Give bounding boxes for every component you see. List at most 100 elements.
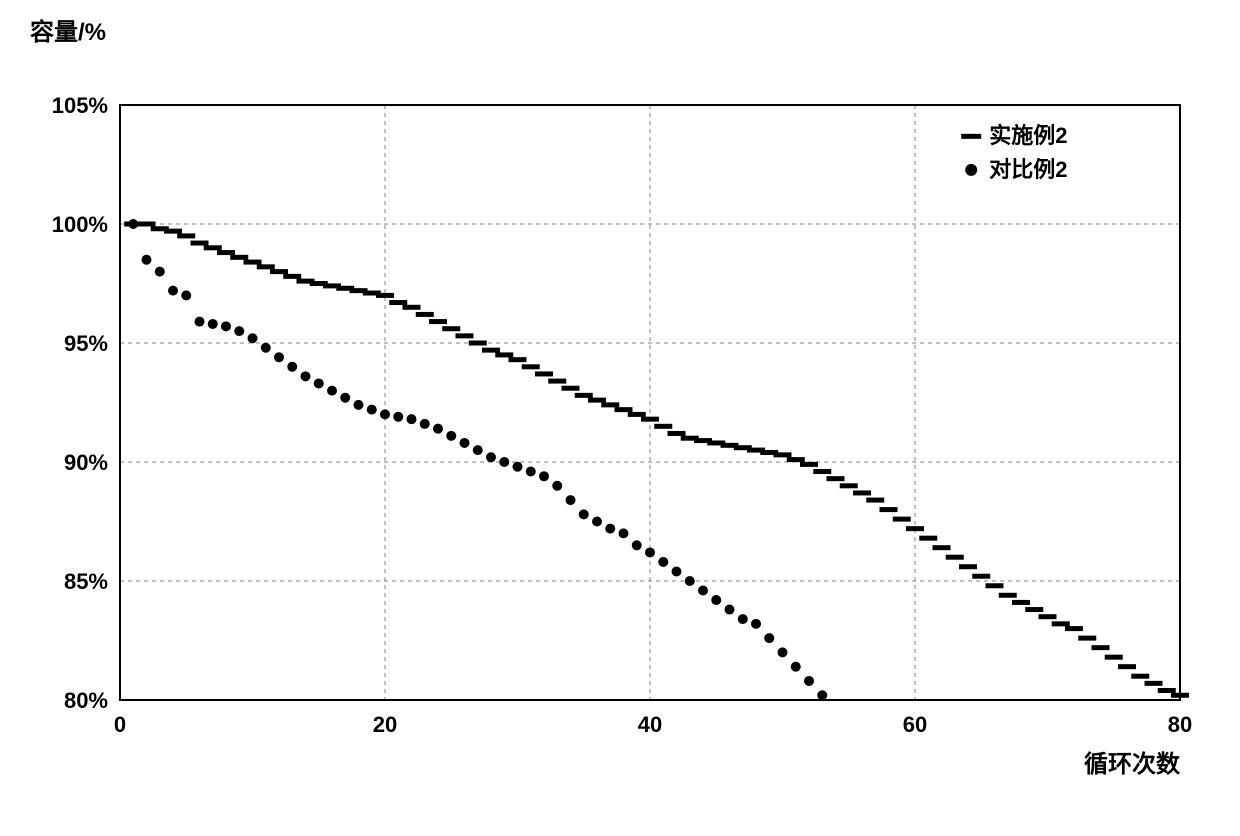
series-circle-marker <box>354 400 364 410</box>
series-dash-marker <box>535 371 553 376</box>
series-circle-marker <box>340 393 350 403</box>
y-tick-label: 100% <box>52 212 108 237</box>
series-dash-marker <box>1158 688 1176 693</box>
series-dash-marker <box>906 526 924 531</box>
series-circle-marker <box>460 438 470 448</box>
series-dash-marker <box>628 412 646 417</box>
series-dash-marker <box>827 476 845 481</box>
series-dash-marker <box>244 260 262 265</box>
series-circle-marker <box>420 419 430 429</box>
legend-dash-icon <box>961 134 981 139</box>
series-dash-marker <box>548 379 566 384</box>
chart-container: 02040608080%85%90%95%100%105%容量/%循环次数实施例… <box>0 0 1240 836</box>
y-axis-title: 容量/% <box>30 18 106 46</box>
series-circle-marker <box>142 255 152 265</box>
series-circle-marker <box>314 378 324 388</box>
series-dash-marker <box>416 312 434 317</box>
series-dash-marker <box>1131 674 1149 679</box>
series-circle-marker <box>195 317 205 327</box>
series-dash-marker <box>376 293 394 298</box>
x-tick-label: 40 <box>638 712 662 737</box>
series-dash-marker <box>1145 681 1163 686</box>
series-dash-marker <box>1092 645 1110 650</box>
series-circle-marker <box>155 267 165 277</box>
series-circle-marker <box>751 619 761 629</box>
series-dash-marker <box>1052 621 1070 626</box>
series-dash-marker <box>615 407 633 412</box>
series-circle-marker <box>672 566 682 576</box>
series-circle-marker <box>698 586 708 596</box>
legend-label: 实施例2 <box>989 123 1067 148</box>
series-circle-marker <box>632 540 642 550</box>
y-tick-label: 80% <box>64 688 108 713</box>
series-dash-marker <box>641 417 659 422</box>
series-dash-marker <box>1078 636 1096 641</box>
series-dash-marker <box>456 333 474 338</box>
series-dash-marker <box>403 305 421 310</box>
series-circle-marker <box>446 431 456 441</box>
series-circle-marker <box>221 321 231 331</box>
series-dash-marker <box>177 233 195 238</box>
series-dash-marker <box>442 326 460 331</box>
series-dash-marker <box>270 269 288 274</box>
series-dash-marker <box>575 393 593 398</box>
series-circle-marker <box>274 352 284 362</box>
x-tick-label: 60 <box>903 712 927 737</box>
y-tick-label: 95% <box>64 331 108 356</box>
series-circle-marker <box>473 445 483 455</box>
series-dash-marker <box>138 222 156 227</box>
series-dash-marker <box>495 352 513 357</box>
series-dash-marker <box>1039 614 1057 619</box>
series-dash-marker <box>668 431 686 436</box>
series-circle-marker <box>804 676 814 686</box>
series-circle-marker <box>513 462 523 472</box>
y-tick-label: 85% <box>64 569 108 594</box>
series-dash-marker <box>164 229 182 234</box>
y-tick-label: 90% <box>64 450 108 475</box>
series-dash-marker <box>389 300 407 305</box>
series-circle-marker <box>539 471 549 481</box>
x-tick-label: 20 <box>373 712 397 737</box>
y-tick-label: 105% <box>52 93 108 118</box>
series-circle-marker <box>380 409 390 419</box>
series-circle-marker <box>367 405 377 415</box>
series-dash-marker <box>787 457 805 462</box>
x-tick-label: 80 <box>1168 712 1192 737</box>
series-circle-marker <box>645 547 655 557</box>
series-circle-marker <box>552 481 562 491</box>
legend-circle-icon <box>965 164 977 176</box>
series-dash-marker <box>1025 607 1043 612</box>
series-dash-marker <box>1065 626 1083 631</box>
series-dash-marker <box>230 255 248 260</box>
series-dash-marker <box>1171 693 1189 698</box>
series-circle-marker <box>817 690 827 700</box>
series-dash-marker <box>972 574 990 579</box>
series-circle-marker <box>738 614 748 624</box>
series-circle-marker <box>685 576 695 586</box>
series-dash-marker <box>654 424 672 429</box>
series-circle-marker <box>433 424 443 434</box>
series-circle-marker <box>208 319 218 329</box>
series-dash-marker <box>946 555 964 560</box>
series-dash-marker <box>509 357 527 362</box>
series-dash-marker <box>482 348 500 353</box>
series-circle-marker <box>486 452 496 462</box>
series-circle-marker <box>407 414 417 424</box>
series-dash-marker <box>866 498 884 503</box>
series-dash-marker <box>588 398 606 403</box>
series-circle-marker <box>605 524 615 534</box>
series-dash-marker <box>1105 655 1123 660</box>
x-tick-label: 0 <box>114 712 126 737</box>
series-dash-marker <box>999 593 1017 598</box>
series-dash-marker <box>191 241 209 246</box>
series-dash-marker <box>429 319 447 324</box>
series-dash-marker <box>840 483 858 488</box>
series-circle-marker <box>248 333 258 343</box>
series-dash-marker <box>813 469 831 474</box>
series-dash-marker <box>959 564 977 569</box>
series-dash-marker <box>522 364 540 369</box>
series-circle-marker <box>725 605 735 615</box>
series-circle-marker <box>168 286 178 296</box>
legend-label: 对比例2 <box>989 157 1067 182</box>
series-dash-marker <box>893 517 911 522</box>
